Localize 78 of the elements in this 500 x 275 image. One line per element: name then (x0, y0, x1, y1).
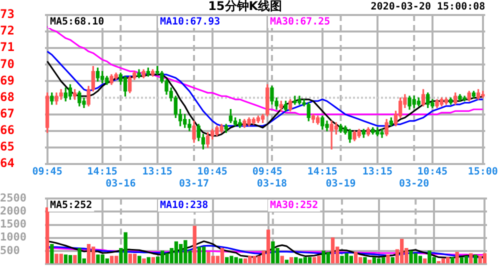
bar (423, 258, 427, 264)
x-tick-label: 03-16 (106, 178, 136, 190)
x-tick-label: 14:15 (87, 166, 118, 178)
y-tick-label: 2500 (0, 191, 26, 204)
bar (220, 248, 224, 264)
y-tick-label: 73 (0, 7, 14, 22)
x-tick-label: 03-20 (399, 178, 430, 190)
bar (266, 230, 270, 264)
y-tick-label: 500 (0, 244, 20, 257)
bar (376, 258, 381, 264)
bar (243, 258, 248, 264)
y-tick-label: 68 (0, 90, 14, 104)
y-tick-label: 69 (0, 73, 14, 88)
bar (372, 257, 376, 264)
y-tick-label: 67 (0, 106, 14, 120)
bar (469, 253, 473, 264)
text: MA30:67.25 (270, 16, 330, 28)
y-tick-label: 70 (0, 56, 14, 71)
bar (110, 256, 114, 264)
bar (460, 257, 464, 264)
x-tick-label: 13:15 (362, 166, 392, 178)
x-tick-label: 03-18 (256, 178, 288, 190)
x-tick-label: 03-19 (326, 178, 356, 190)
text: 2020-03-20 15:00:08 (370, 2, 486, 13)
y-tick-label: 2000 (0, 204, 26, 218)
y-tick-label: 1000 (0, 230, 26, 244)
x-tick-label: 10:45 (197, 166, 228, 178)
x-tick-label: 10:45 (417, 166, 448, 178)
bar (73, 255, 77, 264)
bar (280, 256, 284, 264)
bar (138, 256, 142, 264)
x-tick-label: 14:15 (307, 166, 338, 178)
text: MA10:67.93 (160, 16, 220, 28)
bar (482, 253, 487, 264)
bar (418, 256, 422, 264)
bar (128, 254, 132, 264)
bar (289, 257, 294, 264)
x-tick-label: 13:15 (142, 166, 172, 178)
y-tick-label: 1500 (0, 218, 26, 231)
chart-title: 15分钟K线图 (208, 0, 282, 14)
bar (64, 254, 68, 264)
bar (330, 238, 335, 264)
bar (132, 254, 137, 264)
bar (464, 256, 468, 264)
bar (86, 244, 91, 264)
bar (151, 257, 156, 264)
bar (174, 241, 178, 264)
text: MA5:68.10 (50, 16, 104, 28)
bar (284, 260, 289, 264)
bar (308, 257, 312, 264)
bar (68, 255, 72, 264)
bar (192, 226, 196, 264)
bar (368, 260, 372, 264)
bar (455, 252, 459, 264)
y-tick-label: 71 (0, 40, 14, 54)
y-tick-label: 66 (0, 123, 14, 138)
x-tick-label: 15:00 (468, 166, 498, 178)
bar (142, 258, 146, 264)
x-tick-label: 03-17 (178, 178, 210, 190)
bar (390, 257, 394, 264)
bar (474, 254, 478, 264)
x-tick-label: 09:45 (32, 166, 62, 178)
bar (354, 252, 358, 264)
text: MA30:252 (270, 200, 318, 212)
bar (197, 246, 202, 264)
y-tick-label: 65 (0, 140, 14, 154)
bar (50, 244, 54, 264)
bar (363, 257, 367, 264)
bar (386, 254, 390, 264)
bar (450, 257, 454, 264)
bar (146, 257, 150, 264)
y-tick-label: 64 (0, 156, 14, 170)
text: MA10:238 (160, 200, 208, 212)
bar (441, 258, 446, 264)
bar (45, 207, 50, 264)
text: MA5:252 (50, 200, 92, 212)
x-tick-label: 09:45 (252, 166, 282, 178)
y-tick-label: 72 (0, 24, 14, 38)
